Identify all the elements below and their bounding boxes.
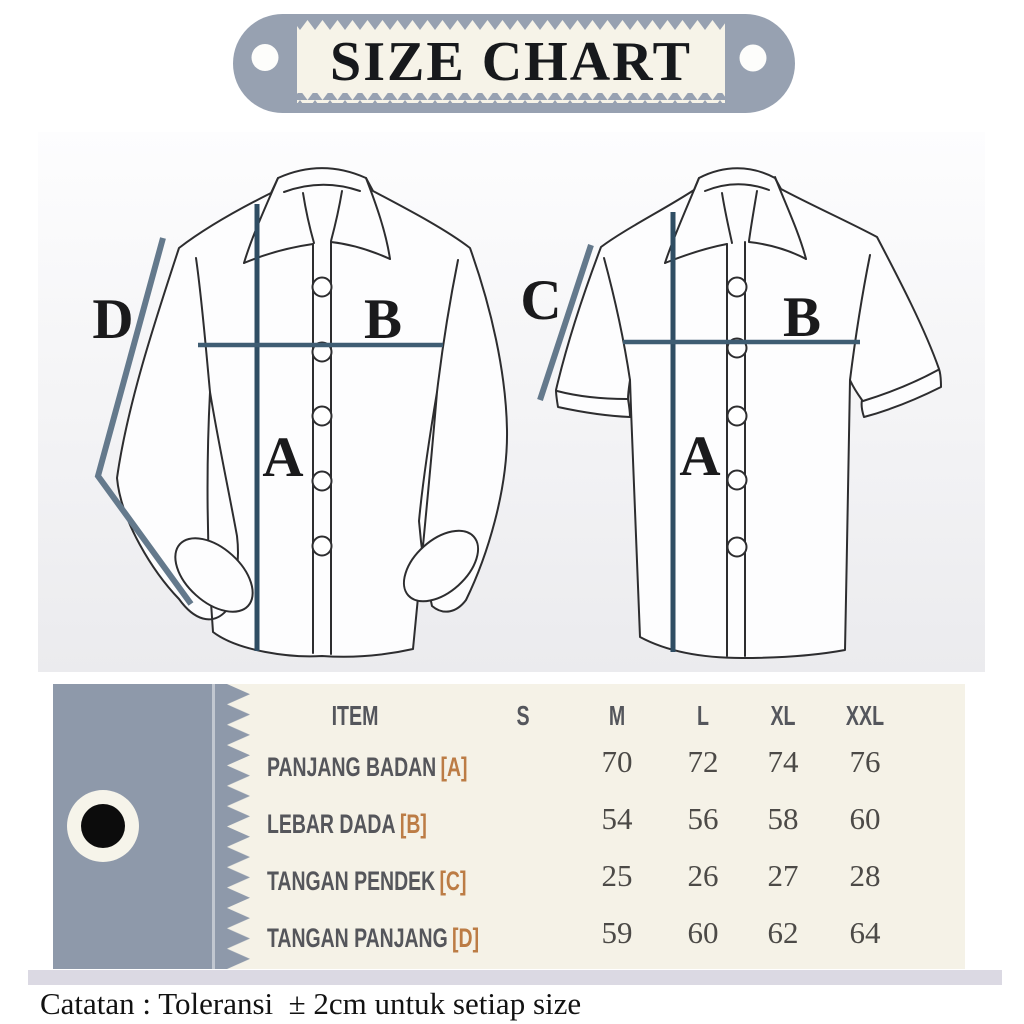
banner-label (297, 30, 725, 93)
collar-right-inner (748, 241, 807, 260)
size-chart-banner: SIZE CHART (233, 14, 795, 113)
buttons (311, 276, 333, 557)
collar-right-outer (365, 177, 391, 260)
row-label-text: TANGAN PENDEK (267, 866, 436, 896)
cell-value: 54 (601, 801, 633, 836)
cuff-left (174, 537, 254, 613)
row-label-key: [A] (440, 752, 468, 782)
cell-value: 56 (687, 801, 719, 836)
row-label-text: TANGAN PANJANG (267, 923, 448, 953)
armhole-left (603, 257, 631, 381)
neck-line-left (302, 192, 315, 244)
cell-value: 60 (687, 915, 719, 950)
header-xxl: XXL (845, 700, 885, 731)
label-b-long: B (364, 288, 402, 351)
tolerance-note: Catatan : Toleransi ± 2cm untuk setiap s… (40, 986, 582, 1021)
label-a-long: A (262, 426, 303, 489)
row-label-key: [D] (452, 923, 480, 953)
collar-right-outer (774, 176, 807, 260)
neck-line-right (748, 190, 758, 242)
header-xl: XL (770, 700, 796, 731)
row-label-key: [B] (399, 809, 427, 839)
label-a-short: A (679, 425, 720, 488)
banner-label-zigzag-bottom (297, 93, 725, 103)
collar-left-outer (664, 177, 700, 264)
header-s: S (516, 700, 530, 731)
header-item: ITEM (331, 700, 379, 731)
header-l: L (697, 700, 709, 731)
cell-value: 59 (601, 915, 633, 950)
table-tag-hole (67, 790, 139, 862)
table-background (227, 684, 965, 969)
measure-line-c-short (537, 244, 594, 401)
banner-title: SIZE CHART (330, 31, 692, 93)
measure-line-d-long (94, 237, 194, 606)
collar-band (704, 183, 770, 192)
label-c-short: C (520, 269, 561, 332)
table-tag-dot (81, 804, 125, 848)
armhole-right (849, 254, 871, 381)
cell-value: 25 (601, 858, 633, 893)
collar-band (283, 183, 361, 193)
cell-value: 62 (767, 915, 799, 950)
cell-value: 27 (767, 858, 799, 893)
collar-right-inner (330, 241, 391, 260)
armhole-right (436, 259, 459, 393)
cell-value: 58 (767, 801, 799, 836)
neck-line-left (721, 192, 733, 244)
row-label: TANGAN PANJANG [D] (267, 922, 479, 954)
banner-hole-right (739, 44, 767, 72)
bottom-strip (28, 970, 1002, 985)
row-label: PANJANG BADAN [A] (267, 751, 468, 783)
cell-value: 26 (687, 858, 719, 893)
sleeve-band-left (556, 390, 628, 400)
row-label: TANGAN PENDEK [C] (267, 865, 466, 897)
row-label-text: PANJANG BADAN (267, 752, 437, 782)
row-label-text: LEBAR DADA (267, 809, 396, 839)
row-label-key: [C] (439, 866, 467, 896)
long-sleeve-shirt (116, 167, 509, 658)
banner-label-zigzag-top (297, 20, 725, 30)
banner-hole-left (251, 44, 279, 71)
armhole-left (195, 257, 211, 393)
label-b-short: B (783, 286, 821, 349)
size-table: ITEM S M L XL XXL PANJANG BADAN [A] 70 72… (53, 684, 965, 969)
cell-value: 72 (687, 744, 719, 779)
header-m: M (608, 700, 626, 731)
cell-value: 28 (849, 858, 881, 893)
collar-left-inner (243, 243, 314, 264)
sleeve-band-right (862, 369, 939, 402)
cell-value: 64 (849, 915, 881, 950)
row-label: LEBAR DADA [B] (267, 808, 427, 840)
button-placket (312, 241, 332, 655)
table-tag-seam (212, 684, 215, 969)
cell-value: 60 (849, 801, 881, 836)
table-tag-zigzag (227, 684, 250, 969)
button-placket (726, 241, 746, 657)
cell-value: 76 (849, 744, 881, 779)
short-sleeve-silhouette (555, 167, 942, 659)
cuff-right (402, 529, 480, 603)
cell-value: 74 (767, 744, 799, 779)
neck-line-right (330, 190, 343, 242)
label-d-long: D (92, 288, 133, 351)
cell-value: 70 (601, 744, 633, 779)
